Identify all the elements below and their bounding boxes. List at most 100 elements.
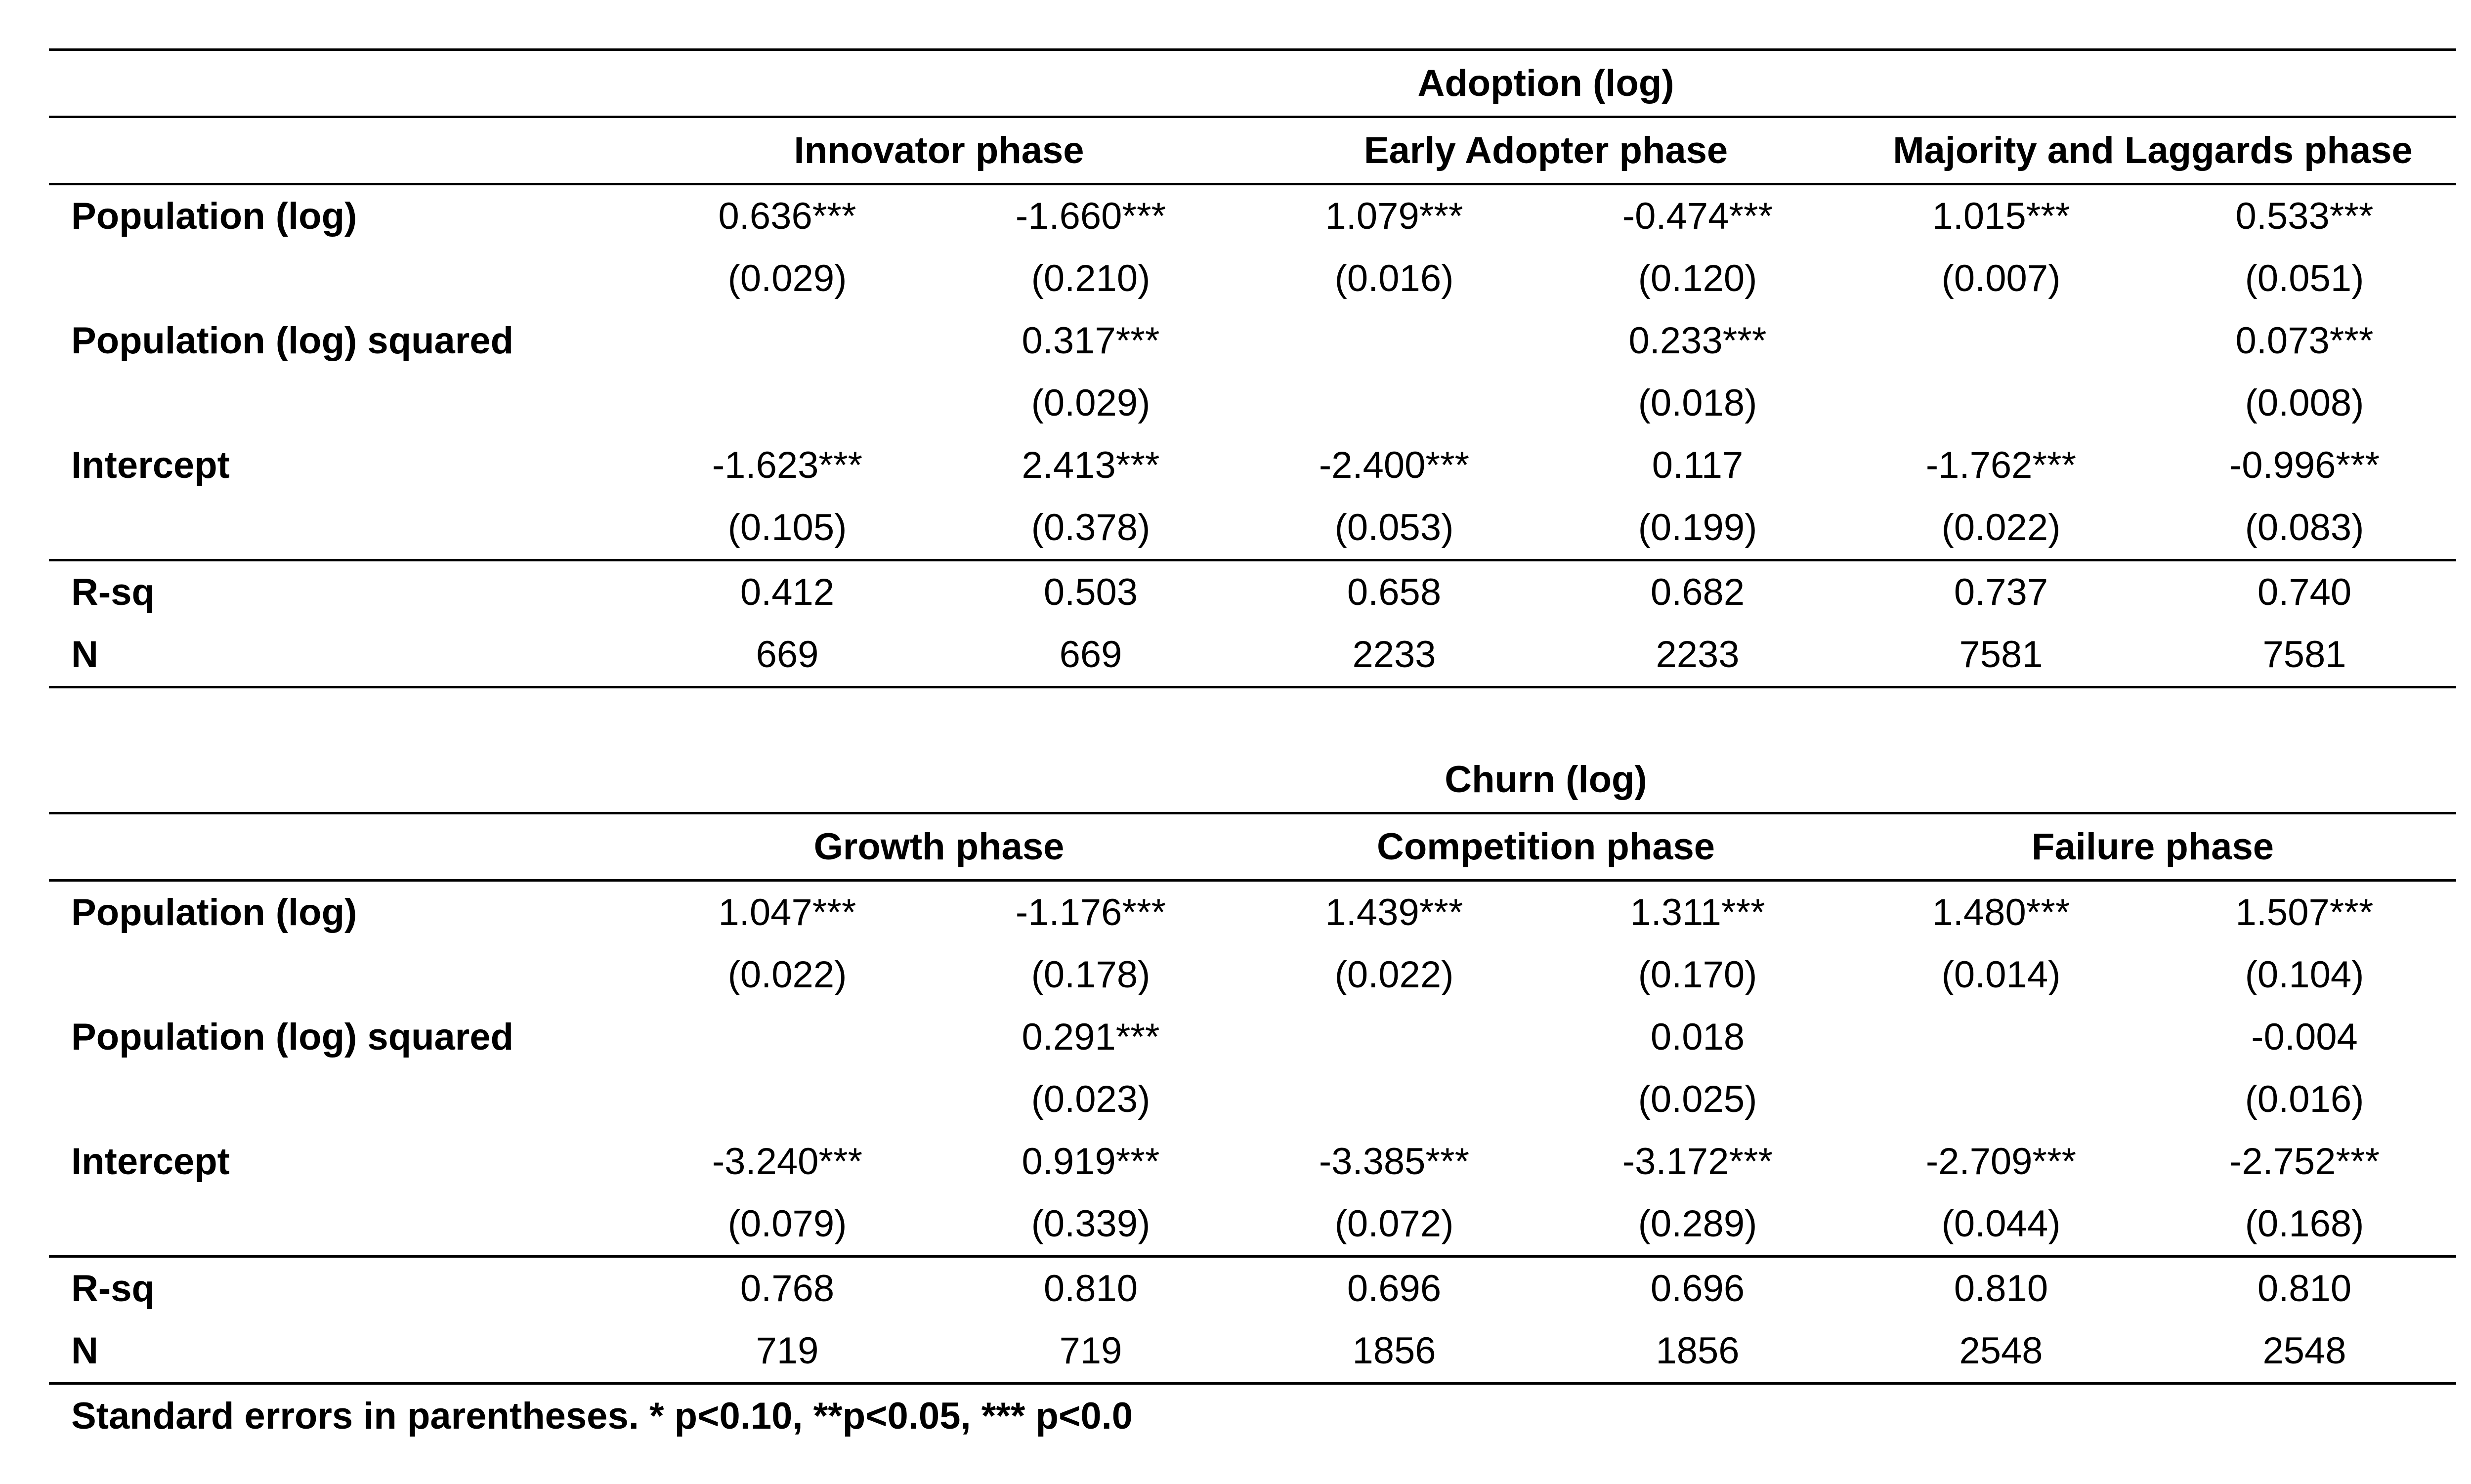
coefficient-cell: -0.996*** (2229, 444, 2380, 486)
standard-error-row: (0.029) (0.210) (0.016) (0.120) (0.007) … (49, 248, 2456, 310)
coefficient-cell: 0.117 (1652, 444, 1744, 486)
phase-header: Growth phase (636, 813, 1242, 882)
standard-error-cell: (0.083) (2153, 497, 2457, 561)
r-squared-cell: 0.696 (1347, 1268, 1442, 1310)
standard-error-cell: (0.016) (1334, 257, 1454, 299)
row-label: R-sq (71, 571, 155, 613)
standard-error-cell: (0.079) (636, 1193, 939, 1258)
coefficient-cell: -3.172*** (1622, 1141, 1773, 1183)
standard-error-cell: (0.007) (1941, 257, 2061, 299)
observations-cell: 2548 (1849, 1320, 2153, 1385)
coefficient-cell: 1.047*** (718, 891, 856, 933)
phase-header: Competition phase (1242, 813, 1849, 882)
phase-header: Majority and Laggards phase (1849, 117, 2457, 185)
row-label: N (49, 1320, 636, 1385)
r-squared-cell: 0.810 (2257, 1268, 2352, 1310)
coefficient-cell: 0.919*** (1022, 1141, 1160, 1183)
coefficient-cell: 0.533*** (2235, 195, 2374, 237)
r-squared-row: R-sq 0.412 0.503 0.658 0.682 0.737 0.740 (49, 560, 2456, 624)
phase-header-row: Innovator phase Early Adopter phase Majo… (49, 117, 2457, 185)
coefficient-cell (1242, 310, 1546, 372)
standard-error-cell: (0.029) (1031, 382, 1150, 424)
observations-cell: 669 (636, 624, 939, 688)
coefficient-cell: 0.636*** (718, 195, 856, 237)
phase-header: Failure phase (1849, 813, 2457, 882)
row-label (49, 497, 636, 561)
row-label: N (49, 624, 636, 688)
coefficient-cell: -3.385*** (1319, 1141, 1470, 1183)
row-label: Intercept (71, 444, 230, 486)
standard-error-row: (0.029) (0.018) (0.008) (49, 372, 2456, 434)
observations-cell: 7581 (1849, 624, 2153, 688)
row-label: Population (log) squared (71, 1016, 514, 1058)
coefficient-cell: 0.291*** (1022, 1016, 1160, 1058)
standard-error-cell: (0.339) (939, 1193, 1242, 1258)
coefficient-cell: 1.311*** (1630, 891, 1765, 933)
coefficient-cell (1242, 1006, 1546, 1068)
coefficient-cell: -2.400*** (1319, 444, 1470, 486)
standard-error-cell (636, 1068, 939, 1131)
r-squared-cell: 0.740 (2257, 571, 2352, 613)
standard-error-cell (1849, 372, 2153, 434)
coefficient-cell: 0.233*** (1628, 320, 1767, 362)
row-label (49, 248, 636, 310)
coefficient-cell: 1.439*** (1325, 891, 1463, 933)
coefficient-cell: -1.623*** (712, 444, 863, 486)
phase-header: Innovator phase (636, 117, 1242, 185)
standard-error-cell: (0.289) (1546, 1193, 1849, 1258)
coefficient-row: Population (log) squared 0.317*** 0.233*… (49, 310, 2456, 372)
r-squared-cell: 0.503 (1043, 571, 1138, 613)
row-label: Intercept (71, 1141, 230, 1183)
coefficient-cell: 2.413*** (1022, 444, 1160, 486)
standard-error-cell (1849, 1068, 2153, 1131)
observations-row: N 719 719 1856 1856 2548 2548 (49, 1320, 2457, 1385)
observations-row: N 669 669 2233 2233 7581 7581 (49, 624, 2457, 688)
standard-error-cell: (0.053) (1242, 497, 1546, 561)
standard-error-cell: (0.029) (727, 257, 847, 299)
standard-error-row: (0.023) (0.025) (0.016) (49, 1068, 2456, 1131)
standard-error-cell: (0.025) (1638, 1078, 1757, 1120)
standard-error-cell: (0.008) (2245, 382, 2364, 424)
phase-header-row: Growth phase Competition phase Failure p… (49, 813, 2457, 882)
row-label (49, 1193, 636, 1258)
standard-error-cell: (0.051) (2245, 257, 2364, 299)
observations-cell: 669 (939, 624, 1242, 688)
r-squared-cell: 0.810 (1043, 1268, 1138, 1310)
coefficient-cell: -0.474*** (1622, 195, 1773, 237)
dependent-variable-title: Churn (log) (636, 747, 2457, 814)
coefficient-cell: -3.240*** (712, 1141, 863, 1183)
standard-error-cell: (0.018) (1638, 382, 1757, 424)
r-squared-cell: 0.412 (740, 571, 835, 613)
coefficient-cell (636, 1006, 939, 1068)
row-label: Population (log) (71, 891, 357, 933)
r-squared-cell: 0.658 (1347, 571, 1442, 613)
r-squared-cell: 0.682 (1650, 571, 1745, 613)
coefficient-cell: -1.762*** (1925, 444, 2077, 486)
observations-cell: 7581 (2153, 624, 2457, 688)
churn-regression-table: Churn (log) Growth phase Competition pha… (49, 747, 2457, 1385)
coefficient-row: Intercept -3.240*** 0.919*** -3.385*** -… (49, 1131, 2456, 1193)
standard-error-cell: (0.210) (1031, 257, 1150, 299)
dependent-variable-header-row: Adoption (log) (49, 48, 2457, 118)
standard-error-cell: (0.016) (2245, 1078, 2364, 1120)
standard-error-cell: (0.072) (1242, 1193, 1546, 1258)
standard-error-row: (0.105) (0.378) (0.053) (0.199) (0.022) … (49, 497, 2457, 561)
dependent-variable-title: Adoption (log) (636, 48, 2457, 118)
standard-error-cell: (0.022) (1334, 954, 1454, 996)
coefficient-row: Population (log) squared 0.291*** 0.018 … (49, 1006, 2456, 1068)
coefficient-cell: -2.709*** (1925, 1141, 2077, 1183)
coefficient-cell (1849, 1006, 2153, 1068)
row-label (49, 372, 636, 434)
observations-cell: 2548 (2153, 1320, 2457, 1385)
standard-error-cell: (0.105) (636, 497, 939, 561)
coefficient-cell: -2.752*** (2229, 1141, 2380, 1183)
coefficient-cell: -0.004 (2251, 1016, 2358, 1058)
observations-cell: 1856 (1242, 1320, 1546, 1385)
observations-cell: 2233 (1546, 624, 1849, 688)
standard-error-cell (636, 372, 939, 434)
coefficient-cell: -1.176*** (1015, 891, 1166, 933)
coefficient-row: Intercept -1.623*** 2.413*** -2.400*** 0… (49, 434, 2456, 497)
standard-error-cell: (0.199) (1546, 497, 1849, 561)
row-label: R-sq (71, 1268, 155, 1310)
